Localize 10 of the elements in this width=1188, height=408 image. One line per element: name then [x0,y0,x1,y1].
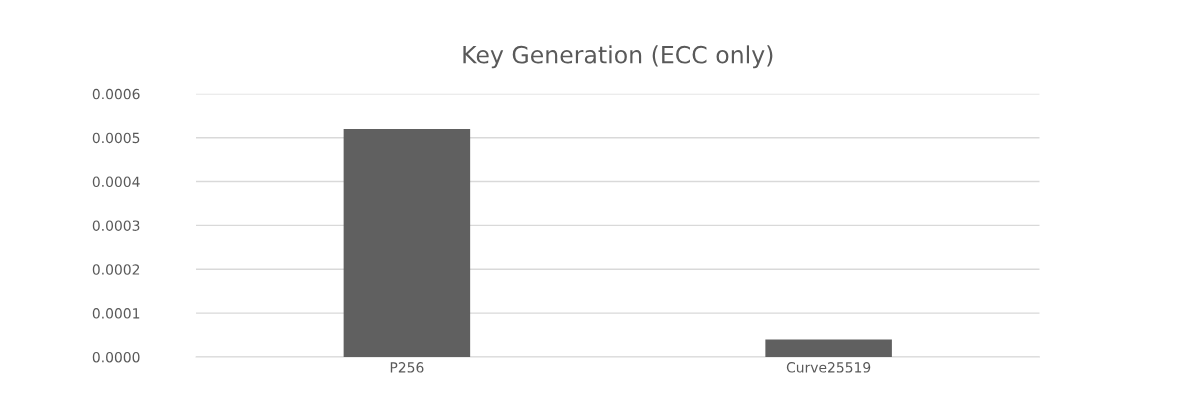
y-tick-label: 0.0003 [92,220,140,231]
x-tick-label: Curve25519 [786,362,871,373]
x-tick-label: P256 [390,362,424,373]
y-tick-label: 0.0000 [92,351,140,363]
y-tick-label: 0.0002 [92,264,140,275]
y-tick-label: 0.0004 [92,176,140,188]
y-tick-label: 0.0006 [92,88,140,100]
y-tick-label: 0.0005 [92,132,140,144]
y-tick-label: 0.0001 [92,308,140,319]
chart-title: Key Generation (ECC only) [463,45,773,69]
